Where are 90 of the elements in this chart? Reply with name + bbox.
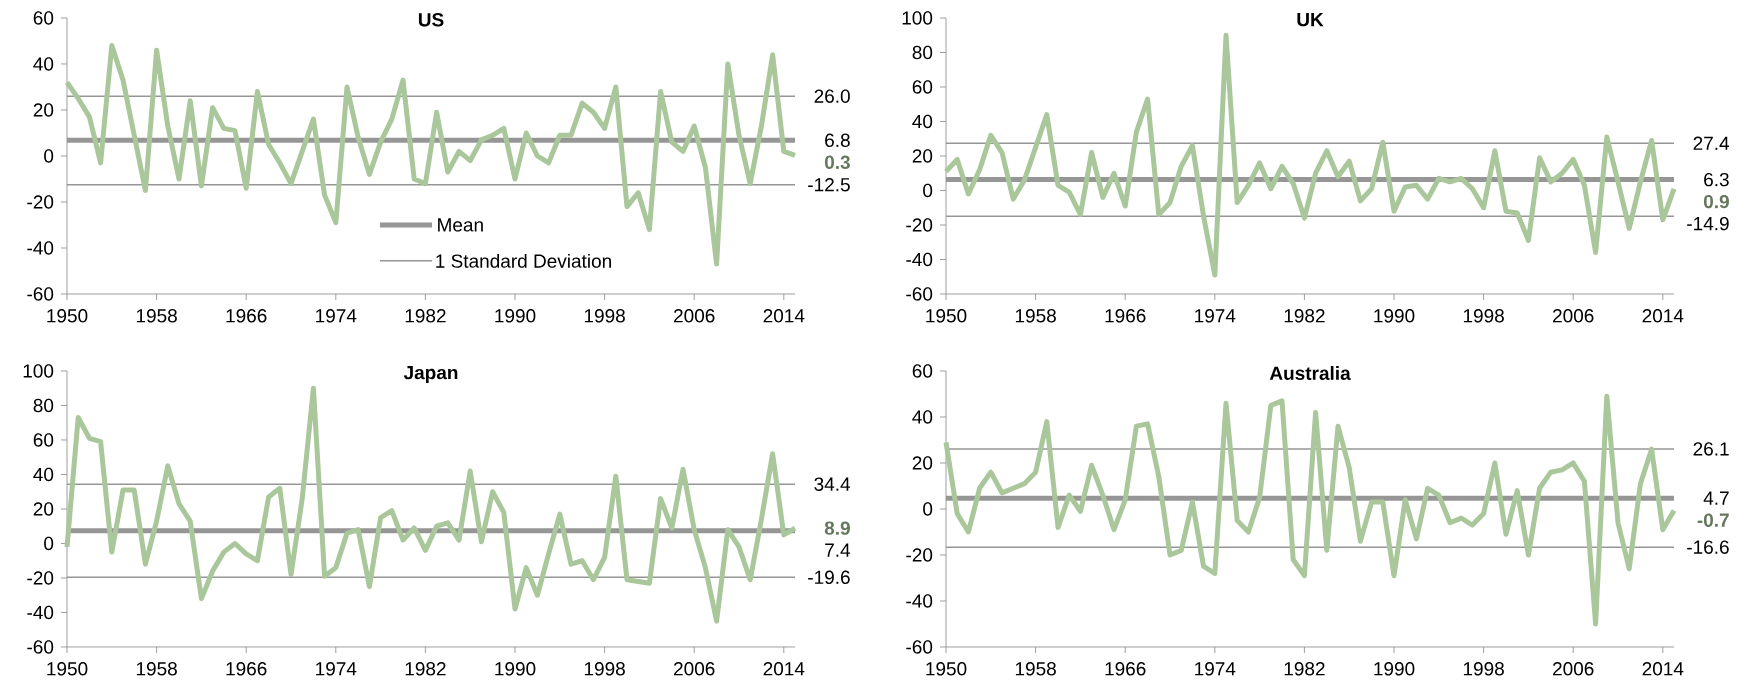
chart-title: UK (1297, 13, 1324, 27)
x-tick-label: 1990 (495, 309, 536, 323)
x-tick-label: 1966 (1105, 309, 1146, 323)
y-tick-label: 80 (912, 45, 933, 60)
y-tick-label: 20 (912, 149, 933, 163)
x-tick-label: 1998 (1463, 662, 1504, 676)
x-tick-label: 1966 (226, 309, 267, 323)
y-tick-label: -40 (27, 241, 54, 255)
y-tick-label: 60 (912, 364, 933, 378)
ref-line-label: 7.4 (825, 543, 851, 557)
y-tick-label: -60 (906, 287, 933, 301)
x-tick-label: 1982 (1284, 662, 1325, 676)
y-tick-label: 20 (33, 103, 54, 117)
x-tick-label: 1998 (584, 309, 625, 323)
x-tick-label: 2006 (674, 309, 715, 323)
x-tick-label: 1974 (1195, 309, 1236, 323)
ref-line-label: -16.6 (1687, 540, 1729, 554)
chart-title: US (418, 13, 444, 27)
data-label: -0.7 (1697, 513, 1729, 527)
x-tick-label: 1950 (926, 662, 967, 676)
x-tick-label: 2006 (1553, 309, 1594, 323)
x-tick-label: 1974 (316, 309, 357, 323)
x-tick-label: 1982 (405, 309, 446, 323)
y-tick-label: -40 (906, 252, 933, 267)
x-tick-label: 2006 (674, 662, 715, 676)
y-tick-label: -20 (906, 548, 933, 562)
ref-line-label: 27.4 (1693, 136, 1730, 150)
ref-line-label: 6.8 (825, 133, 850, 148)
ref-line-label: 4.7 (1703, 491, 1729, 505)
x-tick-label: 1958 (136, 662, 177, 676)
data-label: 0.3 (824, 155, 850, 170)
y-tick-label: 100 (902, 11, 933, 25)
x-tick-label: 1958 (1015, 662, 1056, 676)
y-tick-label: -20 (906, 218, 933, 232)
x-tick-label: 1958 (136, 309, 177, 323)
y-tick-label: 100 (23, 364, 54, 378)
ref-line-label: -14.9 (1687, 216, 1729, 231)
x-tick-label: 1974 (1195, 662, 1236, 676)
x-tick-label: 1982 (405, 662, 446, 676)
x-tick-label: 1958 (1015, 309, 1056, 323)
y-tick-label: 60 (912, 80, 933, 94)
x-tick-label: 1950 (47, 309, 88, 323)
y-tick-label: 0 (44, 536, 54, 551)
y-tick-label: -40 (906, 594, 933, 608)
x-tick-label: 1966 (1105, 662, 1146, 676)
x-tick-label: 1966 (226, 662, 267, 676)
x-tick-label: 2014 (763, 662, 805, 676)
data-label: 0.9 (1703, 194, 1729, 209)
y-tick-label: 60 (33, 433, 54, 447)
x-tick-label: 1982 (1284, 309, 1325, 323)
y-tick-label: 60 (33, 11, 54, 25)
x-tick-label: 1998 (1463, 309, 1504, 323)
y-tick-label: 0 (923, 502, 933, 516)
ref-line-label: 26.1 (1693, 442, 1729, 456)
ref-line-label: -19.6 (808, 570, 850, 585)
x-tick-label: 2014 (763, 309, 805, 323)
annotation: 1 Standard Deviation (436, 253, 611, 268)
chart-title: Japan (403, 366, 458, 384)
y-tick-label: -60 (27, 640, 54, 654)
y-tick-label: 0 (44, 149, 54, 163)
x-tick-label: 1974 (316, 662, 357, 676)
y-tick-label: -60 (906, 640, 933, 654)
y-tick-label: 40 (912, 114, 933, 129)
ref-line-label: 26.0 (814, 89, 850, 103)
x-tick-label: 1950 (47, 662, 88, 676)
x-tick-label: 2006 (1553, 662, 1594, 676)
x-tick-label: 1990 (495, 662, 536, 676)
data-label: 8.9 (824, 521, 850, 535)
x-tick-label: 1990 (1374, 309, 1415, 323)
y-tick-label: 80 (33, 398, 54, 413)
y-tick-label: 40 (33, 467, 54, 482)
y-tick-label: 40 (912, 410, 933, 424)
y-tick-label: 20 (33, 502, 54, 516)
y-tick-label: -20 (27, 195, 54, 209)
annotation: Mean (438, 218, 483, 232)
x-tick-label: 1998 (584, 662, 625, 676)
y-tick-label: -40 (27, 605, 54, 620)
x-tick-label: 2014 (1642, 309, 1684, 323)
x-tick-label: 2014 (1642, 662, 1684, 676)
x-tick-label: 1950 (926, 309, 967, 323)
chart-title: Australia (1269, 366, 1351, 380)
x-tick-label: 1990 (1374, 662, 1415, 676)
ref-line-label: 34.4 (814, 477, 851, 491)
y-tick-label: -20 (27, 571, 54, 585)
y-tick-label: -60 (27, 287, 54, 301)
ref-line-label: 6.3 (1704, 172, 1729, 187)
ref-line-label: -12.5 (808, 178, 850, 192)
y-tick-label: 40 (33, 57, 54, 71)
y-tick-label: 20 (912, 456, 933, 470)
y-tick-label: 0 (923, 183, 933, 198)
